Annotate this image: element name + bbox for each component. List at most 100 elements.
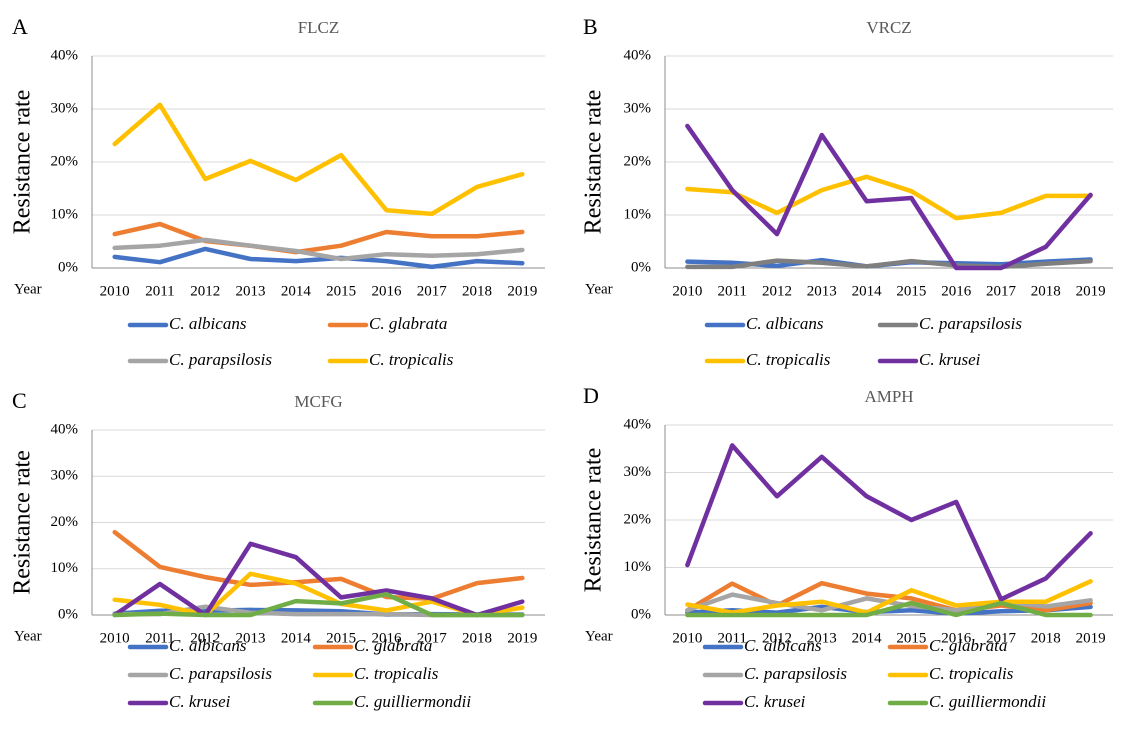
chart-title: MCFG: [294, 392, 342, 411]
x-tick-label: 2012: [762, 283, 792, 299]
x-tick-label: 2016: [941, 630, 972, 646]
x-tick-label: 2017: [417, 283, 448, 299]
x-tick-label: 2011: [145, 630, 174, 646]
y-tick-label: 30%: [624, 464, 652, 480]
x-tick-label: 2010: [672, 283, 702, 299]
legend-label: C. albicans: [744, 636, 822, 655]
x-tick-label: 2019: [1076, 283, 1106, 299]
legend-label: C. albicans: [746, 314, 824, 333]
x-tick-label: 2011: [717, 283, 746, 299]
x-tick-label: 2017: [986, 283, 1017, 299]
legend-label: C. tropicalis: [929, 664, 1014, 683]
x-tick-label: 2015: [326, 283, 356, 299]
x-tick-label: 2010: [100, 283, 130, 299]
series-line: [112, 591, 525, 618]
y-tick-label: 0%: [58, 259, 78, 275]
y-tick-label: 40%: [624, 47, 652, 63]
y-tick-label: 30%: [51, 100, 79, 116]
x-tick-label: 2014: [852, 630, 883, 646]
y-axis-label: Resistance rate: [10, 90, 36, 235]
y-tick-label: 10%: [624, 559, 652, 575]
x-tick-label: 2015: [326, 630, 356, 646]
y-tick-label: 40%: [624, 416, 652, 432]
chart-title: FLCZ: [298, 18, 340, 37]
x-tick-label: 2013: [236, 630, 266, 646]
series-line: [112, 541, 525, 618]
x-tick-label: 2013: [236, 283, 266, 299]
y-tick-label: 10%: [51, 560, 79, 576]
series-line: [112, 237, 525, 262]
panel-letter: B: [583, 14, 598, 39]
legend-label: C. krusei: [744, 692, 806, 711]
x-tick-label: 2018: [1031, 283, 1061, 299]
x-tick-label: 2018: [462, 283, 492, 299]
legend-label: C. tropicalis: [354, 664, 439, 683]
series-line: [685, 258, 1093, 270]
x-tick-label: 2013: [807, 283, 837, 299]
x-tick-label: 2019: [507, 630, 537, 646]
y-tick-label: 40%: [51, 47, 79, 63]
x-tick-label: 2017: [986, 630, 1017, 646]
y-tick-label: 30%: [51, 468, 79, 484]
legend-label: C. glabrata: [369, 314, 447, 333]
x-tick-label: 2016: [371, 630, 402, 646]
legend-label: C. guilliermondii: [929, 692, 1046, 711]
panel-letter: C: [12, 388, 27, 413]
x-tick-label: 2010: [672, 630, 702, 646]
series-line: [685, 174, 1093, 221]
y-axis-label: Resistance rate: [581, 448, 607, 593]
legend-label: C. tropicalis: [369, 350, 454, 369]
x-tick-label: 2012: [190, 630, 220, 646]
legend-label: C. albicans: [169, 636, 247, 655]
x-tick-label: 2018: [1031, 630, 1061, 646]
x-tick-label: 2017: [417, 630, 448, 646]
series-line: [112, 102, 525, 217]
x-tick-label: 2015: [896, 630, 926, 646]
x-axis-label: Year: [14, 628, 42, 644]
legend-label: C. glabrata: [354, 636, 432, 655]
y-tick-label: 20%: [51, 514, 79, 530]
x-tick-label: 2018: [462, 630, 492, 646]
x-axis-label: Year: [585, 628, 613, 644]
panel-letter: D: [583, 383, 599, 408]
x-tick-label: 2012: [190, 283, 220, 299]
series-line: [112, 221, 525, 255]
legend-label: C. tropicalis: [746, 350, 831, 369]
series-line: [112, 529, 525, 602]
y-axis-label: Resistance rate: [581, 90, 607, 235]
series-line: [112, 246, 525, 270]
x-tick-label: 2019: [1076, 630, 1106, 646]
x-axis-label: Year: [14, 281, 42, 297]
series-line: [685, 579, 1093, 615]
x-tick-label: 2014: [852, 283, 883, 299]
series-line: [685, 443, 1093, 602]
legend-label: C. guilliermondii: [354, 692, 471, 711]
x-tick-label: 2015: [896, 283, 926, 299]
series-line: [685, 123, 1093, 271]
y-tick-label: 40%: [51, 421, 79, 437]
y-tick-label: 0%: [631, 606, 651, 622]
x-tick-label: 2011: [717, 630, 746, 646]
legend-label: C. parapsilosis: [919, 314, 1022, 333]
chart-title: VRCZ: [866, 18, 911, 37]
x-tick-label: 2019: [507, 283, 537, 299]
series-line: [685, 600, 1093, 618]
y-tick-label: 0%: [631, 259, 651, 275]
legend-label: C. parapsilosis: [169, 664, 272, 683]
legend-label: C. parapsilosis: [169, 350, 272, 369]
y-tick-label: 10%: [624, 206, 652, 222]
x-tick-label: 2014: [281, 630, 312, 646]
y-tick-label: 0%: [58, 606, 78, 622]
x-tick-label: 2012: [762, 630, 792, 646]
y-tick-label: 20%: [51, 153, 79, 169]
x-tick-label: 2016: [371, 283, 402, 299]
legend-label: C. krusei: [919, 350, 981, 369]
x-tick-label: 2010: [100, 630, 130, 646]
y-axis-label: Resistance rate: [10, 450, 36, 595]
x-tick-label: 2011: [145, 283, 174, 299]
legend-label: C. parapsilosis: [744, 664, 847, 683]
y-tick-label: 10%: [51, 206, 79, 222]
y-tick-label: 30%: [624, 100, 652, 116]
legend-label: C. albicans: [169, 314, 247, 333]
panel-letter: A: [12, 14, 28, 39]
